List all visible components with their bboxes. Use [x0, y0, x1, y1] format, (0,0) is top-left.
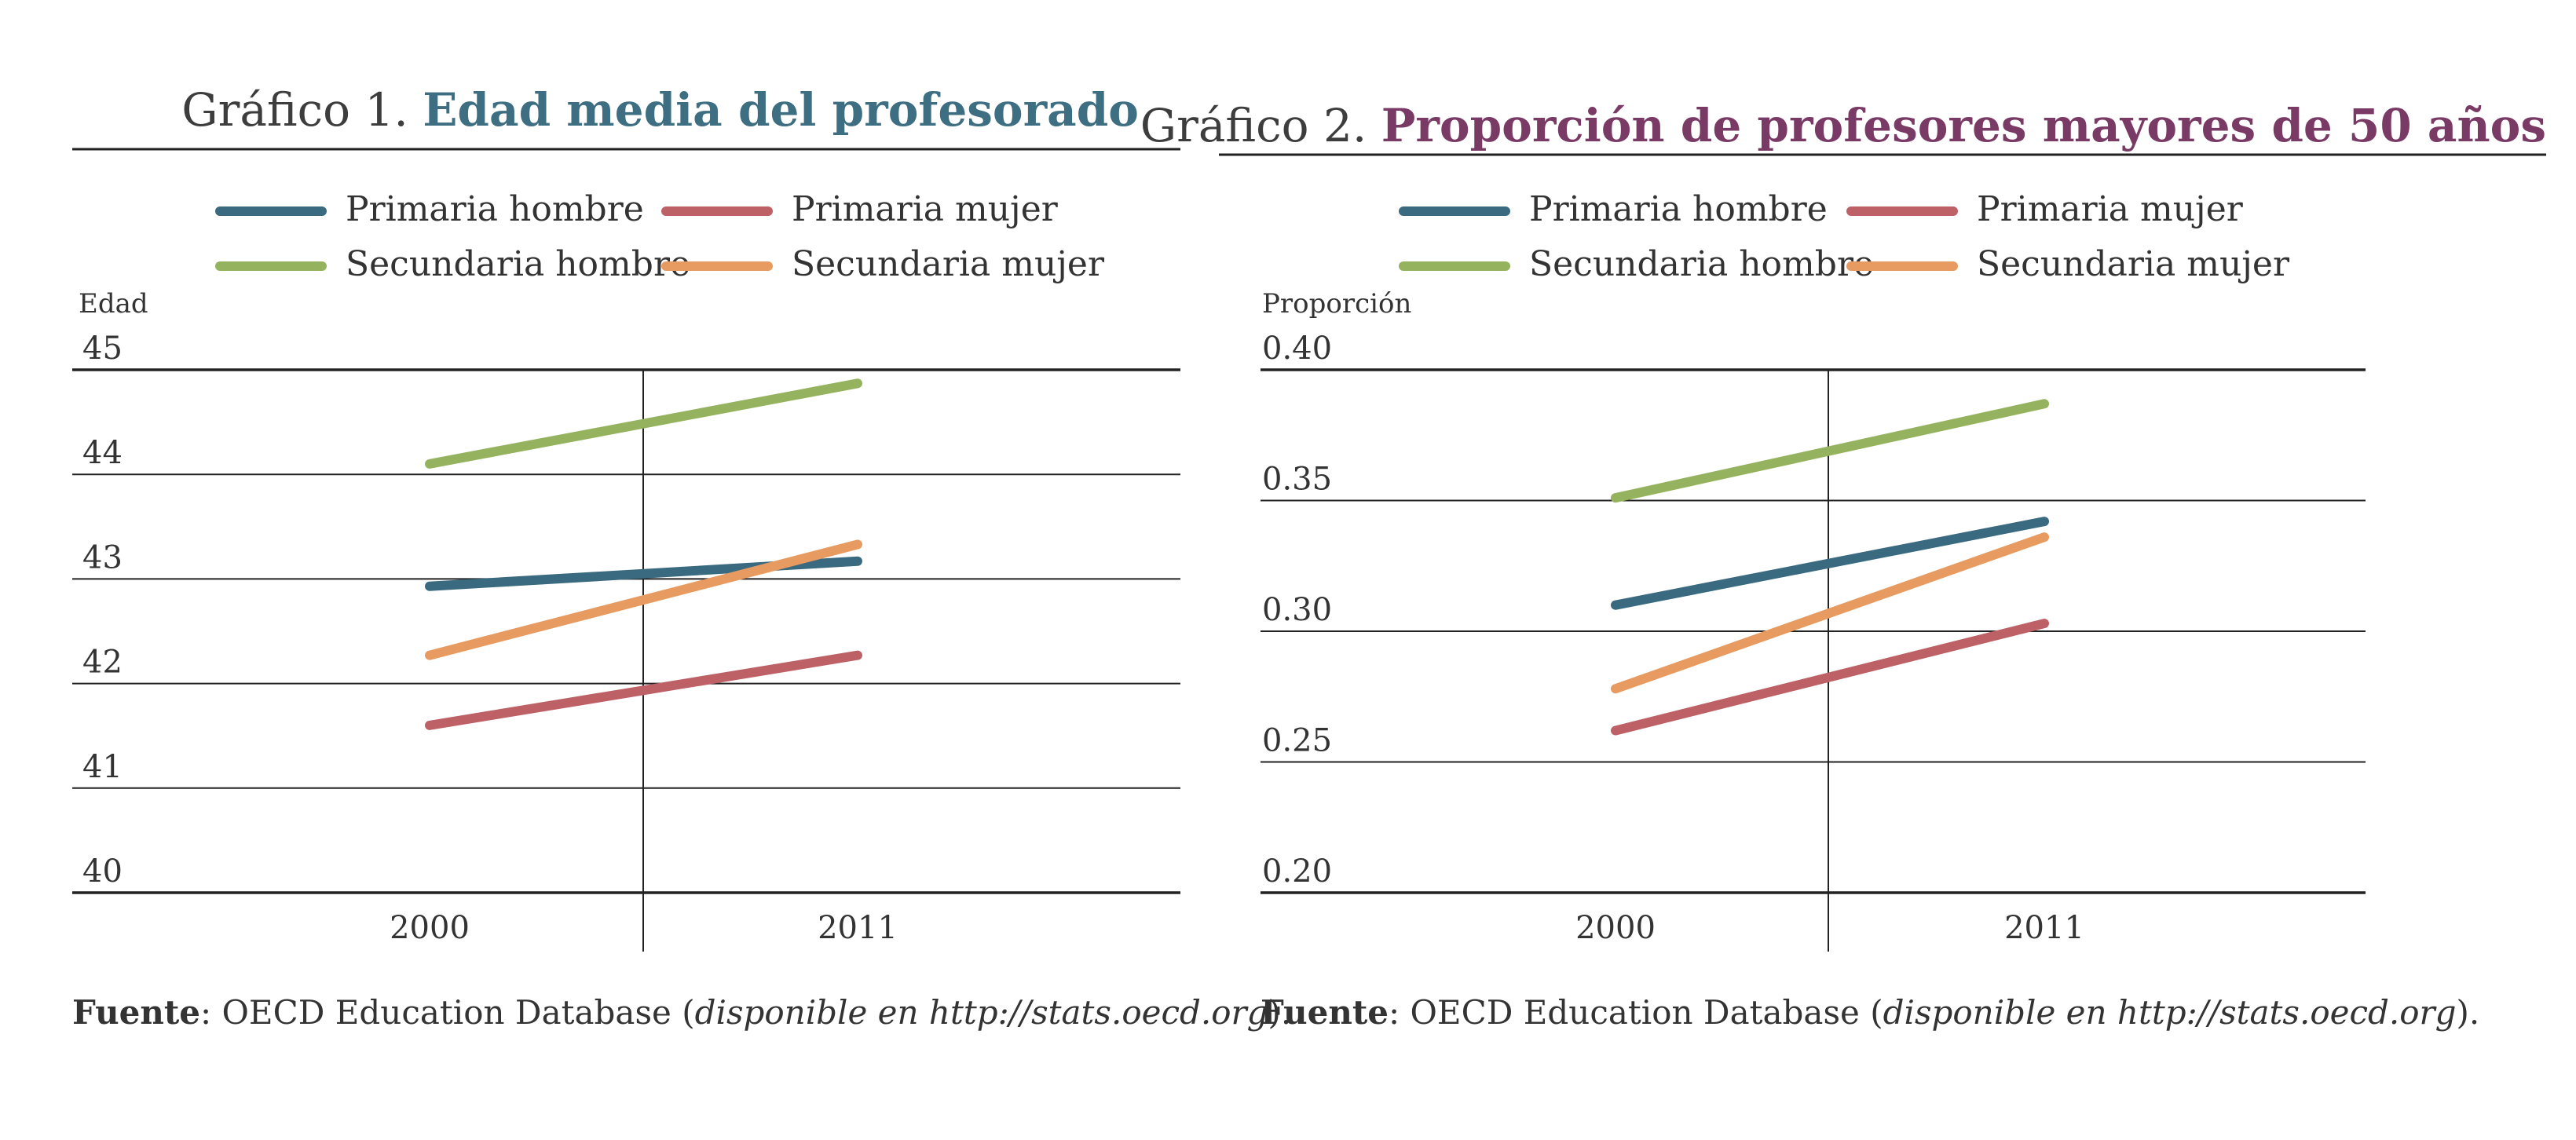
y-tick-label: 0.30: [1262, 592, 1332, 628]
series-line: [425, 539, 862, 660]
series-line: [1611, 619, 2049, 736]
x-tick-label: 2000: [1575, 910, 1656, 946]
legend-item: Secundaria hombre: [215, 244, 690, 284]
y-tick-label: 0.25: [1262, 723, 1332, 759]
source-end: ).: [2456, 993, 2479, 1032]
source-italic: disponible en http://stats.oecd.org: [1883, 993, 2457, 1032]
x-tick-label: 2000: [390, 910, 470, 946]
source-text: : OECD Education Database (: [200, 993, 695, 1032]
source-italic: disponible en http://stats.oecd.org: [695, 993, 1268, 1032]
legend-label: Primaria hombre: [1529, 189, 1828, 229]
y-tick-label: 0.35: [1262, 462, 1332, 498]
series-line: [425, 650, 862, 730]
source-note: Fuente: OECD Education Database (disponi…: [72, 993, 1291, 1032]
y-tick-label: 0.20: [1262, 853, 1332, 890]
source-note: Fuente: OECD Education Database (disponi…: [1261, 993, 2479, 1032]
chart-title: Gráfico 2. Proporción de profesores mayo…: [1140, 99, 2546, 152]
chart-title-prefix: Gráfico 2.: [1140, 99, 1381, 152]
chart-1: Gráfico 1. Edad media del profesorado Pri…: [72, 83, 1291, 1032]
chart-2: Gráfico 2. Proporción de profesores mayo…: [1140, 99, 2546, 1032]
legend-item: Primaria mujer: [661, 189, 1059, 229]
legend-label: Primaria hombre: [346, 189, 644, 229]
legend-item: Secundaria mujer: [661, 244, 1105, 284]
chart-title: Gráfico 1. Edad media del profesorado: [181, 83, 1139, 137]
legend-label: Secundaria hombre: [346, 244, 690, 284]
series-line: [1611, 517, 2049, 610]
y-tick-label: 0.40: [1262, 331, 1332, 367]
source-label: Fuente: [1261, 993, 1389, 1032]
legend-item: Secundaria mujer: [1846, 244, 2290, 284]
chart-title-main: Edad media del profesorado: [423, 83, 1139, 137]
legend-label: Secundaria mujer: [792, 244, 1105, 284]
source-end: ).: [1268, 993, 1291, 1032]
legend-item: Secundaria hombre: [1399, 244, 1874, 284]
y-tick-label: 42: [82, 645, 123, 681]
y-tick-label: 45: [82, 331, 123, 367]
y-axis-label: Edad: [79, 288, 148, 320]
x-tick-label: 2011: [818, 910, 898, 946]
x-tick-label: 2011: [2004, 910, 2084, 946]
legend-item: Primaria hombre: [215, 189, 644, 229]
y-tick-label: 40: [82, 853, 123, 890]
source-text: : OECD Education Database (: [1389, 993, 1883, 1032]
legend-item: Primaria hombre: [1399, 189, 1828, 229]
legend-label: Primaria mujer: [792, 189, 1059, 229]
legend-item: Primaria mujer: [1846, 189, 2244, 229]
legend-label: Primaria mujer: [1977, 189, 2244, 229]
legend-label: Secundaria hombre: [1529, 244, 1874, 284]
y-axis-label: Proporción: [1262, 288, 1411, 320]
series-line: [425, 378, 862, 469]
legend-label: Secundaria mujer: [1977, 244, 2290, 284]
source-label: Fuente: [72, 993, 200, 1032]
y-tick-label: 41: [82, 749, 123, 785]
y-tick-label: 44: [82, 435, 123, 471]
series-line: [1611, 532, 2049, 694]
chart-title-main: Proporción de profesores mayores de 50 a…: [1381, 99, 2546, 152]
y-tick-label: 43: [82, 539, 123, 575]
series-line: [1611, 399, 2049, 503]
chart-title-prefix: Gráfico 1.: [181, 83, 423, 137]
